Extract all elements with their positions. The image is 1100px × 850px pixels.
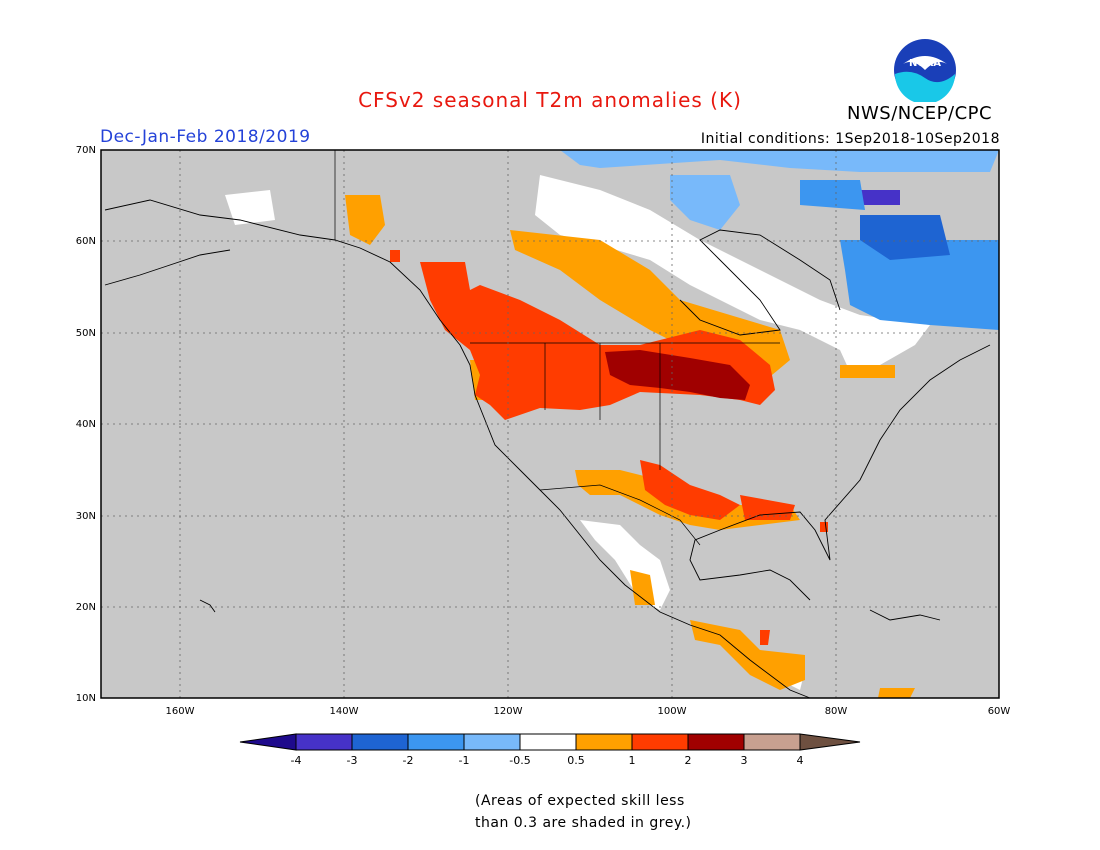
graticule bbox=[101, 150, 999, 698]
footnote-line: than 0.3 are shaded in grey.) bbox=[475, 815, 692, 831]
lat-label: 60N bbox=[76, 236, 96, 247]
agency-label: NWS/NCEP/CPC bbox=[847, 103, 993, 124]
anomaly-fields bbox=[225, 150, 999, 698]
blue-anomaly-arctic bbox=[560, 150, 999, 172]
colorbar-tick-label: 2 bbox=[685, 754, 692, 767]
map-frame bbox=[100, 149, 1000, 699]
latitude-labels: 70N 60N 50N 40N 30N 20N 10N bbox=[76, 145, 96, 704]
colorbar-segment bbox=[575, 733, 633, 751]
orange-anomaly-central-america bbox=[690, 620, 805, 690]
lat-label: 20N bbox=[76, 602, 96, 613]
colorbar-tick-label: 1 bbox=[629, 754, 636, 767]
colorbar-segment bbox=[295, 733, 353, 751]
logo-text: NOAA bbox=[909, 58, 941, 69]
colorbar-segment bbox=[519, 733, 577, 751]
colorbar bbox=[239, 733, 861, 751]
colorbar-tick-label: -4 bbox=[291, 754, 302, 767]
colorbar-tick-labels: -4 -3 -2 -1 -0.5 0.5 1 2 3 4 bbox=[291, 754, 804, 767]
lat-label: 50N bbox=[76, 328, 96, 339]
colorbar-segment bbox=[687, 733, 745, 751]
initial-conditions-label: Initial conditions: 1Sep2018-10Sep2018 bbox=[700, 131, 1000, 147]
colorbar-arrow-left bbox=[239, 733, 297, 751]
colorbar-segment bbox=[631, 733, 689, 751]
darkred-anomaly-plains bbox=[605, 350, 750, 400]
colorbar-tick-label: -2 bbox=[403, 754, 414, 767]
colorbar-segment bbox=[351, 733, 409, 751]
lon-label: 160W bbox=[166, 706, 195, 717]
colorbar-arrow-right bbox=[799, 733, 861, 751]
chart-title: CFSv2 seasonal T2m anomalies (K) bbox=[358, 88, 742, 112]
colorbar-tick-label: 0.5 bbox=[567, 754, 585, 767]
colorbar-segment bbox=[463, 733, 521, 751]
footnote: (Areas of expected skill less than 0.3 a… bbox=[475, 790, 692, 834]
lat-label: 70N bbox=[76, 145, 96, 156]
blue-anomaly-quebec bbox=[840, 240, 999, 330]
red-anomaly-texas bbox=[640, 460, 740, 520]
coastlines bbox=[104, 199, 991, 699]
season-label: Dec-Jan-Feb 2018/2019 bbox=[100, 127, 311, 147]
noaa-logo: NOAA bbox=[894, 39, 956, 102]
colorbar-tick-label: -0.5 bbox=[509, 754, 530, 767]
longitude-labels: 160W 140W 120W 100W 80W 60W bbox=[166, 706, 1011, 717]
colorbar-tick-label: 3 bbox=[741, 754, 748, 767]
lat-label: 30N bbox=[76, 511, 96, 522]
colorbar-tick-label: 4 bbox=[797, 754, 804, 767]
lon-label: 80W bbox=[825, 706, 848, 717]
footnote-line: (Areas of expected skill less bbox=[475, 793, 685, 809]
lat-label: 10N bbox=[76, 693, 96, 704]
lat-label: 40N bbox=[76, 419, 96, 430]
white-anomaly-canada bbox=[535, 175, 930, 372]
colorbar-segment bbox=[407, 733, 465, 751]
colorbar-tick-label: -3 bbox=[347, 754, 358, 767]
lon-label: 60W bbox=[988, 706, 1011, 717]
political-borders bbox=[334, 150, 780, 546]
lon-label: 120W bbox=[494, 706, 523, 717]
lon-label: 140W bbox=[330, 706, 359, 717]
colorbar-segment bbox=[743, 733, 801, 751]
colorbar-tick-label: -1 bbox=[459, 754, 470, 767]
lon-label: 100W bbox=[658, 706, 687, 717]
